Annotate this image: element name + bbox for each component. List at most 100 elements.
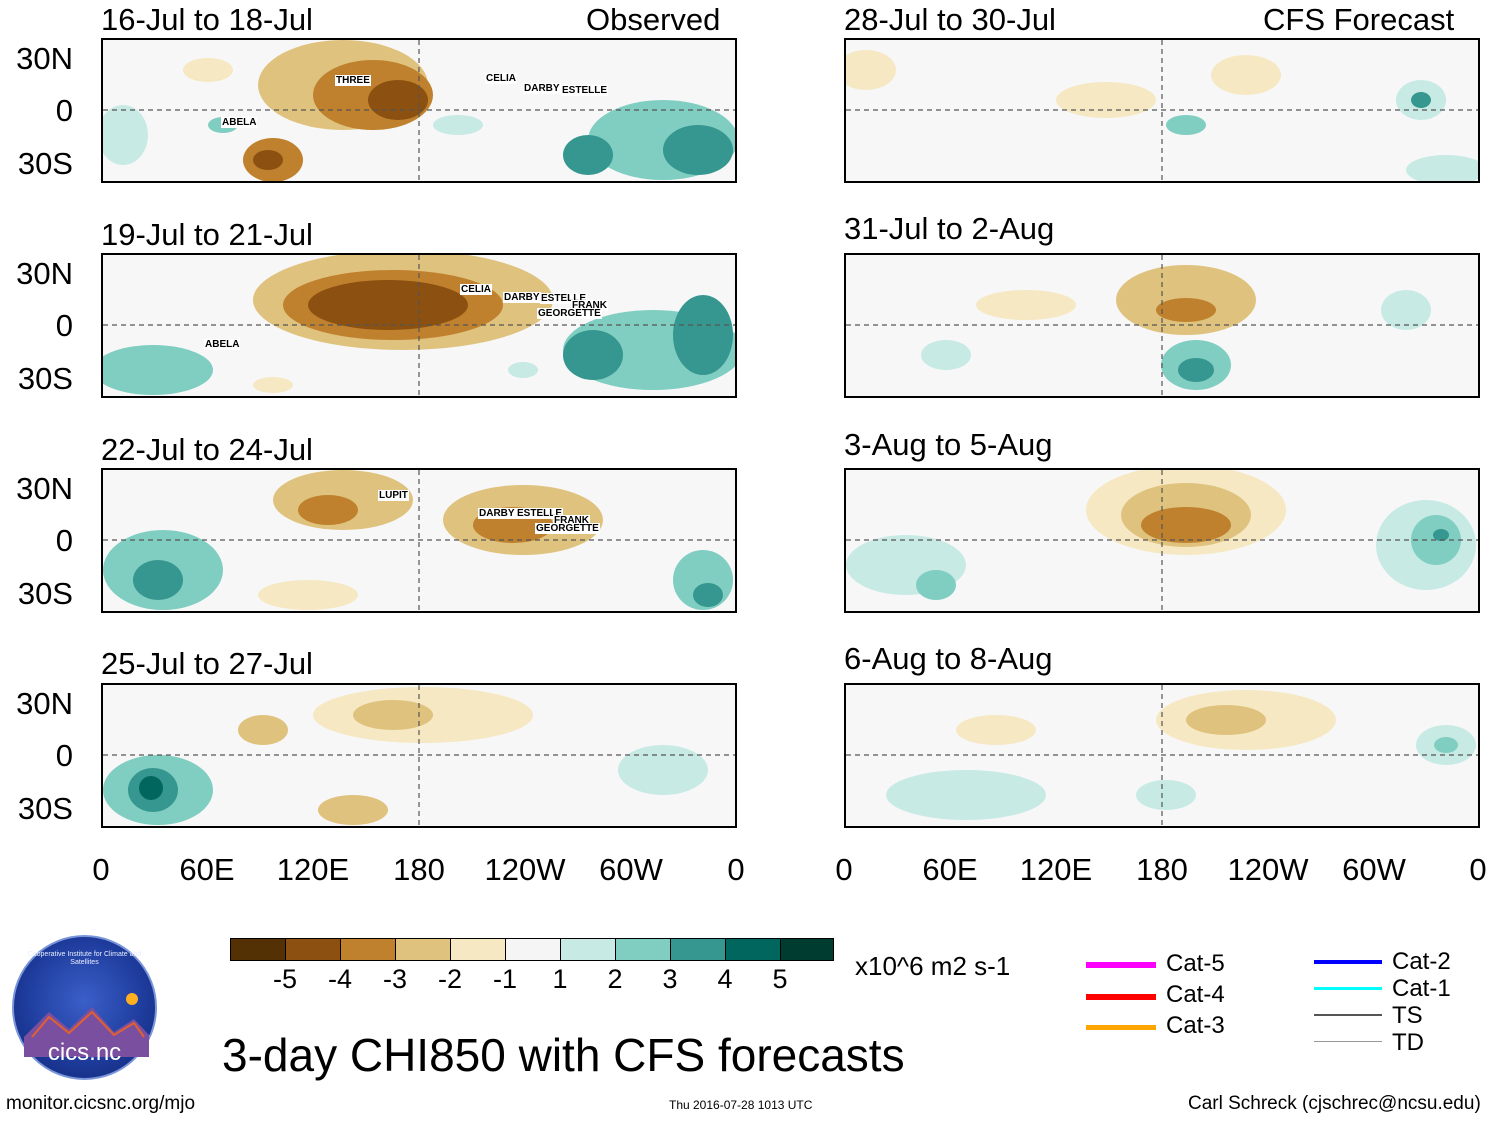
lon-label-60e: 60E bbox=[922, 852, 978, 887]
logo-text: cics.nc bbox=[47, 1039, 122, 1066]
legend-line-cat3 bbox=[1086, 1025, 1156, 1030]
panel-title-2: 19-Jul to 21-Jul bbox=[101, 217, 313, 252]
map-panel-6 bbox=[844, 253, 1480, 398]
legend-label-cat5: Cat-5 bbox=[1166, 950, 1225, 977]
colorbar-label: -4 bbox=[327, 964, 353, 994]
panel-title-8: 6-Aug to 8-Aug bbox=[844, 641, 1053, 676]
colorbar-label: 5 bbox=[772, 964, 788, 994]
storm-label: ESTELLE bbox=[516, 508, 564, 519]
timestamp: Thu 2016-07-28 1013 UTC bbox=[669, 1098, 813, 1112]
colorbar-label: 2 bbox=[607, 964, 623, 994]
credit: Carl Schreck (cjschrec@ncsu.edu) bbox=[1188, 1093, 1481, 1114]
logo-mountains bbox=[24, 993, 149, 1057]
legend-label-ts: TS bbox=[1392, 1002, 1423, 1029]
colorbar-swatch bbox=[670, 938, 726, 961]
colorbar-label: 3 bbox=[662, 964, 678, 994]
colorbar-swatch bbox=[395, 938, 451, 961]
storm-label: GEORGETTE bbox=[537, 308, 602, 319]
colorbar-label: -5 bbox=[272, 964, 298, 994]
colorbar-swatch bbox=[560, 938, 616, 961]
colorbar-swatch bbox=[285, 938, 341, 961]
lon-label-60w: 60W bbox=[599, 852, 663, 887]
lat-label-eq: 0 bbox=[55, 308, 73, 343]
storm-label: ESTELLE bbox=[540, 293, 588, 304]
colorbar-label: -1 bbox=[492, 964, 518, 994]
lon-label-0-end: 0 bbox=[727, 852, 745, 887]
legend-line-td bbox=[1314, 1041, 1382, 1042]
lat-label-30s: 30S bbox=[17, 146, 73, 181]
map-panel-7 bbox=[844, 468, 1480, 613]
storm-label: LUPIT bbox=[378, 490, 409, 501]
storm-label: FRANK bbox=[553, 515, 590, 526]
lon-label-180: 180 bbox=[1136, 852, 1188, 887]
colorbar-label: 4 bbox=[717, 964, 733, 994]
lon-label-120w: 120W bbox=[484, 852, 566, 887]
map-panel-3: LUPIT DARBY ESTELLE FRANK GEORGETTE bbox=[101, 468, 737, 613]
lon-label-120w: 120W bbox=[1227, 852, 1309, 887]
legend-label-cat3: Cat-3 bbox=[1166, 1012, 1225, 1039]
figure-title: 3-day CHI850 with CFS forecasts bbox=[222, 1029, 905, 1081]
lat-label-eq: 0 bbox=[55, 738, 73, 773]
lat-label-30n: 30N bbox=[16, 471, 73, 506]
lat-label-eq: 0 bbox=[55, 93, 73, 128]
storm-label: DARBY bbox=[503, 292, 541, 303]
storm-label: DARBY bbox=[478, 508, 516, 519]
panel-title-1: 16-Jul to 18-Jul bbox=[101, 2, 313, 37]
lon-label-0: 0 bbox=[92, 852, 110, 887]
legend-line-ts bbox=[1314, 1014, 1382, 1016]
lon-label-180: 180 bbox=[393, 852, 445, 887]
colorbar-swatch bbox=[725, 938, 781, 961]
panel-title-5: 28-Jul to 30-Jul bbox=[844, 2, 1056, 37]
colorbar-swatch bbox=[505, 938, 561, 961]
anomaly-field bbox=[846, 255, 1478, 396]
logo-ring-text: Cooperative Institute for Climate and Sa… bbox=[27, 951, 142, 966]
anomaly-field bbox=[103, 255, 735, 396]
legend-label-cat2: Cat-2 bbox=[1392, 948, 1451, 975]
colorbar-label: -2 bbox=[437, 964, 463, 994]
lon-label-0-end: 0 bbox=[1469, 852, 1487, 887]
lon-label-120e: 120E bbox=[1019, 852, 1093, 887]
anomaly-field bbox=[103, 470, 735, 611]
panel-title-3: 22-Jul to 24-Jul bbox=[101, 432, 313, 467]
legend-line-cat2 bbox=[1314, 960, 1382, 964]
legend-line-cat1 bbox=[1314, 987, 1382, 990]
cfs-forecast-header: CFS Forecast bbox=[1263, 2, 1455, 37]
map-panel-4 bbox=[101, 683, 737, 828]
map-panel-1: ABELA THREE CELIA DARBY ESTELLE bbox=[101, 38, 737, 183]
legend-label-cat1: Cat-1 bbox=[1392, 975, 1451, 1002]
colorbar-label: 1 bbox=[552, 964, 568, 994]
storm-label: THREE bbox=[335, 75, 371, 86]
lon-label-120e: 120E bbox=[276, 852, 350, 887]
panel-title-6: 31-Jul to 2-Aug bbox=[844, 211, 1055, 246]
panel-title-7: 3-Aug to 5-Aug bbox=[844, 427, 1053, 462]
colorbar-swatch bbox=[450, 938, 506, 961]
lat-label-30s: 30S bbox=[17, 361, 73, 396]
colorbar-swatch bbox=[780, 938, 834, 961]
map-panel-8 bbox=[844, 683, 1480, 828]
lat-label-30n: 30N bbox=[16, 41, 73, 76]
map-panel-5 bbox=[844, 38, 1480, 183]
storm-label: FRANK bbox=[571, 300, 608, 311]
lat-label-eq: 0 bbox=[55, 523, 73, 558]
colorbar-swatch bbox=[615, 938, 671, 961]
storm-label: DARBY bbox=[523, 83, 561, 94]
storm-label: ABELA bbox=[204, 339, 241, 350]
colorbar-label: -3 bbox=[382, 964, 408, 994]
source-url: monitor.cicsnc.org/mjo bbox=[6, 1093, 196, 1114]
anomaly-field bbox=[846, 685, 1478, 826]
storm-label: ABELA bbox=[221, 117, 258, 128]
storm-label: CELIA bbox=[460, 284, 492, 295]
lon-label-60e: 60E bbox=[179, 852, 235, 887]
anomaly-field bbox=[846, 470, 1478, 611]
anomaly-field bbox=[846, 40, 1478, 181]
lat-label-30s: 30S bbox=[17, 576, 73, 611]
legend-label-cat4: Cat-4 bbox=[1166, 981, 1225, 1008]
storm-label: ESTELLE bbox=[561, 85, 609, 96]
legend-line-cat5 bbox=[1086, 962, 1156, 968]
cics-logo: Cooperative Institute for Climate and Sa… bbox=[12, 935, 157, 1080]
lat-label-30s: 30S bbox=[17, 791, 73, 826]
colorbar-swatch bbox=[230, 938, 286, 961]
panel-title-4: 25-Jul to 27-Jul bbox=[101, 646, 313, 681]
legend-label-td: TD bbox=[1392, 1029, 1424, 1056]
lon-label-0: 0 bbox=[835, 852, 853, 887]
